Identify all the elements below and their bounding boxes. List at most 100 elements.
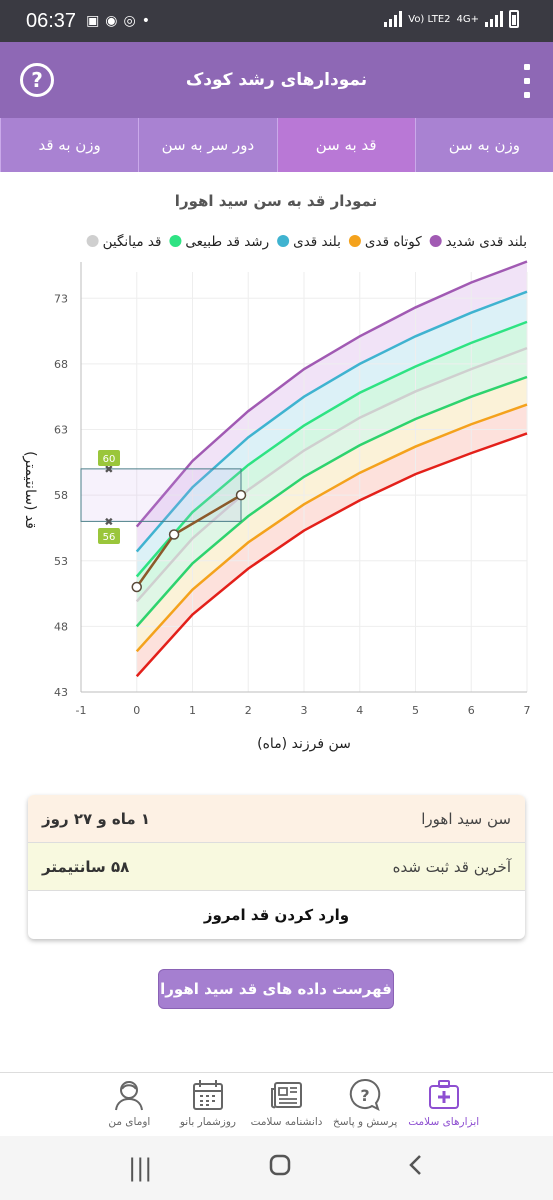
growth-chart: نمودار قد به سن سید اهورا بلند قدی شدید ک… [0,172,553,772]
nav-qa[interactable]: ? پرسش و پاسخ [326,1073,405,1136]
x-tick-label: 3 [301,704,308,717]
nav-label: پرسش و پاسخ [332,1116,398,1128]
x-tick-label: 2 [245,704,252,717]
dot-icon: • [141,13,150,29]
marker-top-label: 60 [103,454,116,465]
x-tick-label: 0 [133,704,140,717]
status-bar: 06:37 ▣ ◉ ◎ • Vo) LTE2 4G+ [0,0,553,42]
legend-swatch [277,235,290,247]
page-title: نمودارهای رشد کودک [185,70,368,90]
series-line [135,346,528,603]
chart-band [136,321,527,602]
chart-band [136,377,527,652]
legend-label: قد میانگین [103,233,162,250]
height-label: آخرین قد ثبت شده [392,857,511,876]
nav-label: ابزارهای سلامت [408,1116,480,1128]
x-tick-label: 1 [189,704,196,717]
child-line: ✖✖ [80,463,247,593]
chart-band [136,404,527,677]
legend-label: بلند قدی [293,234,341,250]
nav-label: اومای من [108,1116,151,1128]
age-row: سن سید اهورا ۱ ماه و ۲۷ روز [28,795,525,843]
nav-calendar[interactable]: روزشمار بانو [169,1073,248,1136]
notification-icons: ▣ ◉ ◎ • [86,13,150,29]
signal-icon [384,11,403,27]
more-vert-icon[interactable] [523,64,531,98]
legend-item: رشد قد طبیعی [169,234,269,250]
tab-weight-for-age[interactable]: وزن به سن [414,118,553,172]
chart-bands [136,261,527,677]
height-list-button[interactable]: فهرست داده های قد سید اهورا [158,969,394,1009]
back-icon[interactable] [407,1154,425,1182]
height-value: ۵۸ سانتیمتر [42,857,130,876]
app-bar: ? نمودارهای رشد کودک [0,42,553,118]
chart-band [136,291,527,577]
nav-encyclopedia[interactable]: دانشنامه سلامت [247,1073,326,1136]
age-label: سن سید اهورا [421,809,511,828]
recents-icon[interactable]: ||| [128,1154,153,1182]
tab-weight-for-height[interactable]: وزن به قد [0,118,138,172]
help-circle-icon[interactable]: ? [20,63,54,97]
enter-height-button[interactable]: وارد کردن قد امروز [203,906,350,924]
y-tick-label: 63 [54,424,68,437]
status-right-icons: Vo) LTE2 4G+ [384,10,519,28]
legend-swatch [169,235,182,247]
legend-swatch [86,235,99,247]
child-data-point[interactable] [131,581,142,593]
chart-grid [80,262,528,693]
question-bubble-icon: ? [349,1078,381,1111]
child-data-point[interactable] [168,529,180,540]
y-tick-label: 73 [54,292,68,305]
image-icon: ▣ [86,13,100,29]
chart-svg: نمودار قد به سن سید اهورا بلند قدی شدید ک… [22,192,531,752]
chart-band [136,348,527,627]
tab-bar: وزن به سن قد به سن دور سر به سن وزن به ق… [0,118,553,172]
legend-label: کوتاه قدی [365,234,422,250]
legend-swatch [429,235,442,247]
signal-2-icon [485,11,503,27]
series-line [135,320,528,578]
height-row: آخرین قد ثبت شده ۵۸ سانتیمتر [28,843,525,891]
user-profile-icon [115,1081,144,1111]
instagram-icon: ◎ [123,13,136,29]
bottom-nav: ابزارهای سلامت ? پرسش و پاسخ دانشنامه سل… [0,1072,553,1136]
nav-label: دانشنامه سلامت [250,1116,323,1128]
newspaper-icon [270,1082,302,1109]
system-nav: ||| [0,1136,553,1200]
health-kit-icon [428,1080,459,1109]
nav-label: روزشمار بانو [179,1116,236,1128]
series-line [135,290,528,553]
marker-bottom-badge: 56 [98,528,120,544]
home-icon[interactable] [269,1154,291,1182]
chart-title: نمودار قد به سن سید اهورا [175,192,377,210]
y-tick-label: 68 [54,358,68,371]
range-marker-x: ✖ [104,463,113,476]
nav-profile[interactable]: اومای من [90,1073,169,1136]
nav-health-tools[interactable]: ابزارهای سلامت [404,1073,483,1136]
tab-height-for-age[interactable]: قد به سن [276,118,415,172]
y-tick-label: 53 [54,555,68,568]
x-tick-label: 7 [524,704,531,717]
child-data-point[interactable] [235,489,247,501]
series-line [135,432,528,678]
range-marker-x: ✖ [104,515,113,528]
svg-text:?: ? [360,1086,369,1105]
x-tick-label: 5 [412,704,419,717]
series-line [135,403,528,653]
legend-item: بلند قدی [277,234,341,250]
highlight-range [80,468,242,522]
series-line [135,260,528,528]
chart-band [136,261,527,552]
x-tick-label: 4 [356,704,363,717]
legend-item: کوتاه قدی [348,234,422,250]
chart-lines [135,260,528,678]
tab-head-for-age[interactable]: دور سر به سن [138,118,276,172]
chart-ylabel: قد (سانتیمتر) [22,451,38,529]
marker-top-badge: 60 [98,450,120,466]
legend-item: بلند قدی شدید [429,234,527,250]
status-time: 06:37 [26,9,77,32]
y-tick-label: 48 [54,620,68,633]
age-value: ۱ ماه و ۲۷ روز [42,809,151,828]
legend-swatch [348,235,361,247]
